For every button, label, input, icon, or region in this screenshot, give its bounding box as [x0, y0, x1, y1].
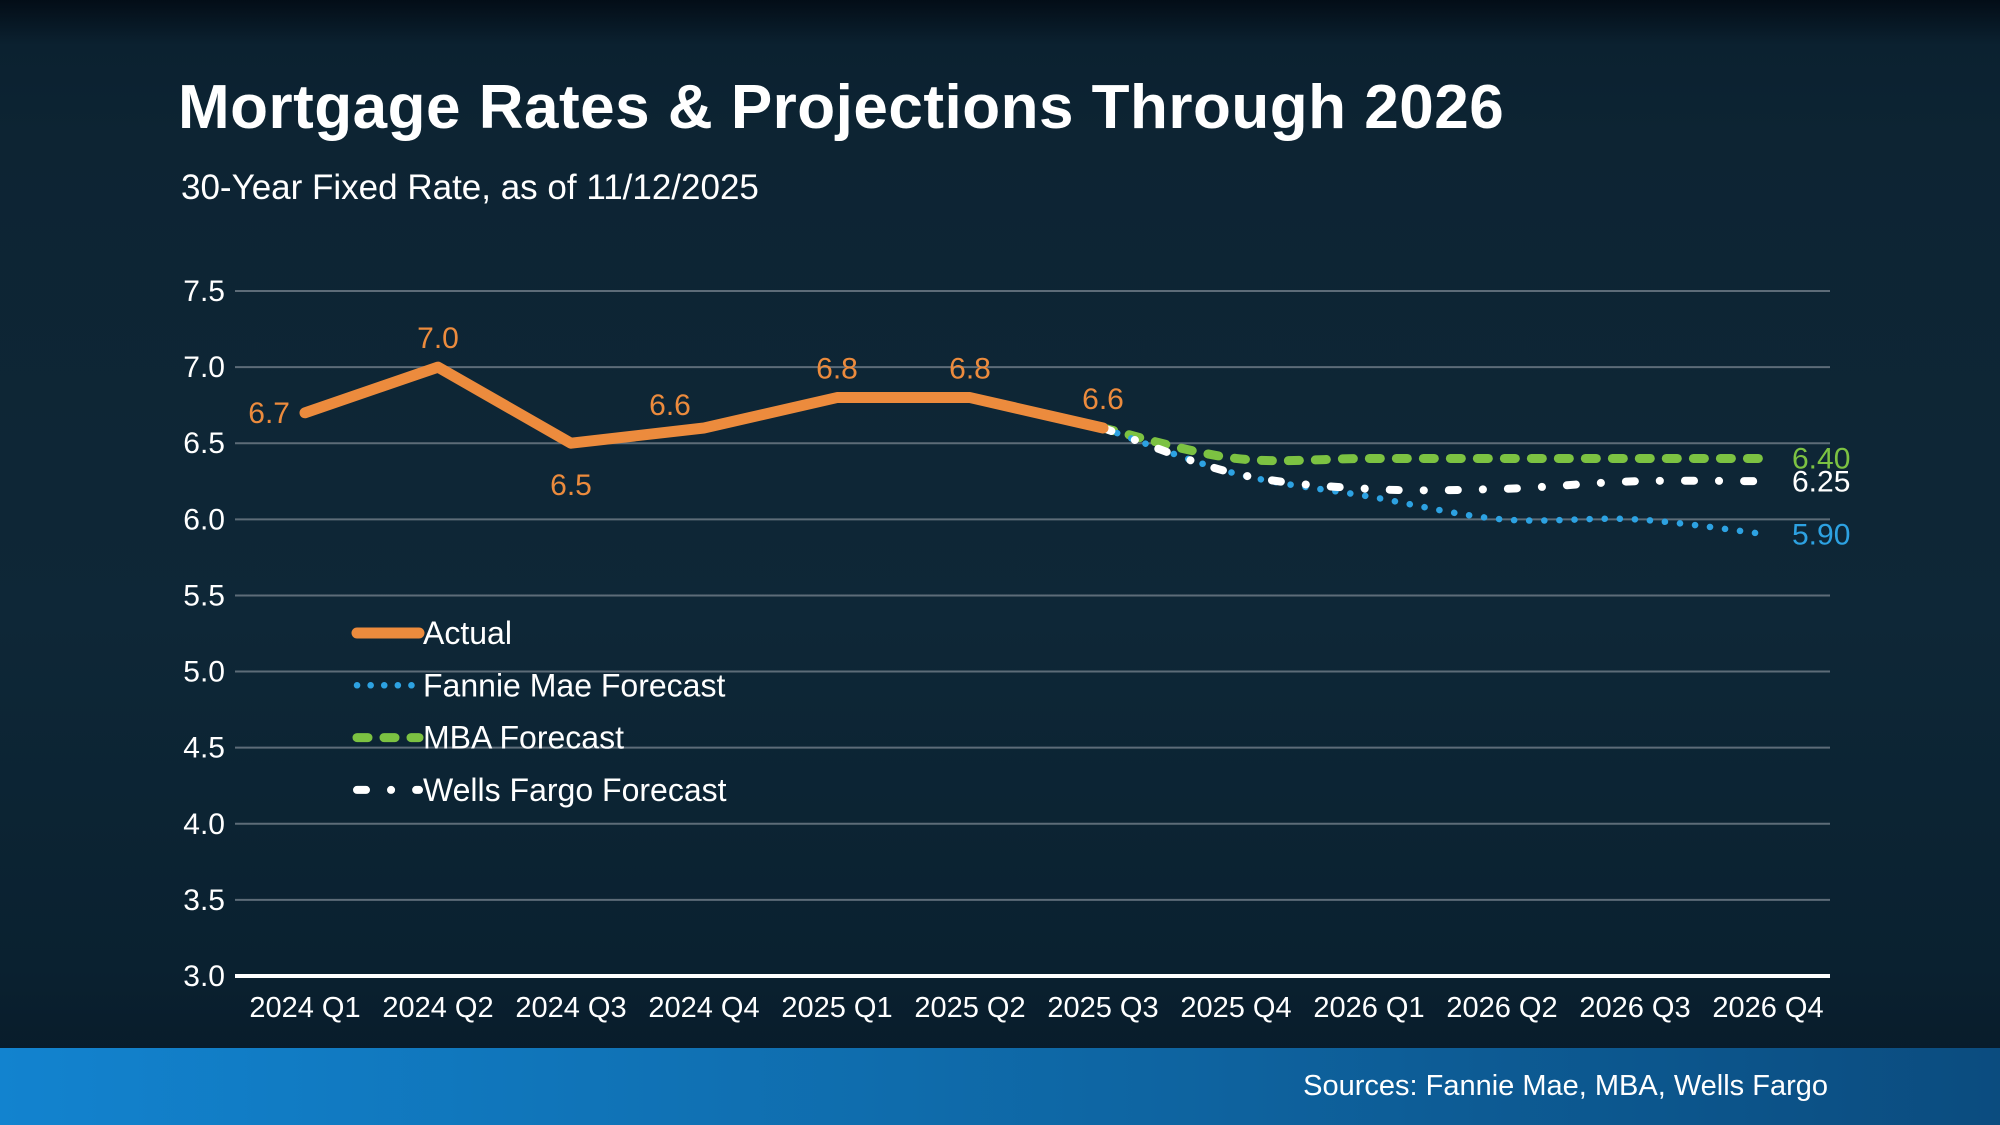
series-line-fannie-mae-forecast	[1099, 424, 1772, 538]
x-tick-label: 2024 Q1	[249, 992, 360, 1024]
x-tick-label: 2025 Q2	[914, 992, 1025, 1024]
data-label: 6.5	[550, 469, 592, 502]
end-label-wells-fargo-forecast: 6.25	[1792, 465, 1850, 498]
legend-label: Fannie Mae Forecast	[423, 667, 725, 703]
series-line-actual	[299, 361, 1109, 449]
data-label: 6.6	[1082, 383, 1124, 416]
x-tick-label: 2024 Q2	[382, 992, 493, 1024]
x-tick-label: 2026 Q4	[1712, 992, 1823, 1024]
chart-subtitle: 30-Year Fixed Rate, as of 11/12/2025	[181, 168, 759, 207]
data-label: 6.8	[816, 353, 858, 386]
legend-item-actual: Actual	[351, 615, 512, 651]
legend-item-mba-forecast: MBA Forecast	[352, 720, 624, 756]
y-tick-label: 5.5	[183, 579, 225, 612]
data-label: 7.0	[417, 322, 459, 355]
y-tick-label: 7.0	[183, 351, 225, 384]
data-label: 6.6	[649, 389, 691, 422]
y-tick-label: 6.5	[183, 427, 225, 460]
chart-title: Mortgage Rates & Projections Through 202…	[178, 73, 1505, 142]
y-tick-label: 7.5	[183, 275, 225, 308]
x-tick-label: 2025 Q1	[781, 992, 892, 1024]
legend-item-wells-fargo-forecast: Wells Fargo Forecast	[353, 772, 727, 808]
y-tick-label: 4.5	[183, 732, 225, 765]
x-tick-label: 2025 Q4	[1180, 992, 1291, 1024]
x-tick-label: 2025 Q3	[1047, 992, 1158, 1024]
legend-label: MBA Forecast	[423, 720, 624, 756]
series-line-mba-forecast	[1098, 423, 1773, 466]
y-tick-label: 4.0	[183, 808, 225, 841]
footer-bar: Sources: Fannie Mae, MBA, Wells Fargo	[0, 1048, 2000, 1125]
x-tick-label: 2026 Q3	[1579, 992, 1690, 1024]
legend-label: Wells Fargo Forecast	[423, 772, 727, 808]
legend-label: Actual	[423, 615, 512, 651]
y-tick-label: 6.0	[183, 503, 225, 536]
y-tick-label: 3.0	[183, 960, 225, 993]
x-tick-label: 2026 Q2	[1446, 992, 1557, 1024]
sources-text: Sources: Fannie Mae, MBA, Wells Fargo	[1303, 1070, 1828, 1102]
data-label: 6.7	[248, 397, 290, 430]
series-line-wells-fargo-forecast	[1099, 424, 1772, 495]
y-tick-label: 3.5	[183, 884, 225, 917]
y-tick-label: 5.0	[183, 656, 225, 689]
x-tick-label: 2024 Q3	[515, 992, 626, 1024]
end-label-mba-forecast: 6.40	[1792, 442, 1850, 475]
end-label-fannie-mae-forecast: 5.90	[1792, 519, 1850, 552]
x-tick-label: 2026 Q1	[1313, 992, 1424, 1024]
data-label: 6.8	[949, 353, 991, 386]
x-tick-label: 2024 Q4	[648, 992, 759, 1024]
legend-item-fannie-mae-forecast: Fannie Mae Forecast	[353, 667, 725, 703]
